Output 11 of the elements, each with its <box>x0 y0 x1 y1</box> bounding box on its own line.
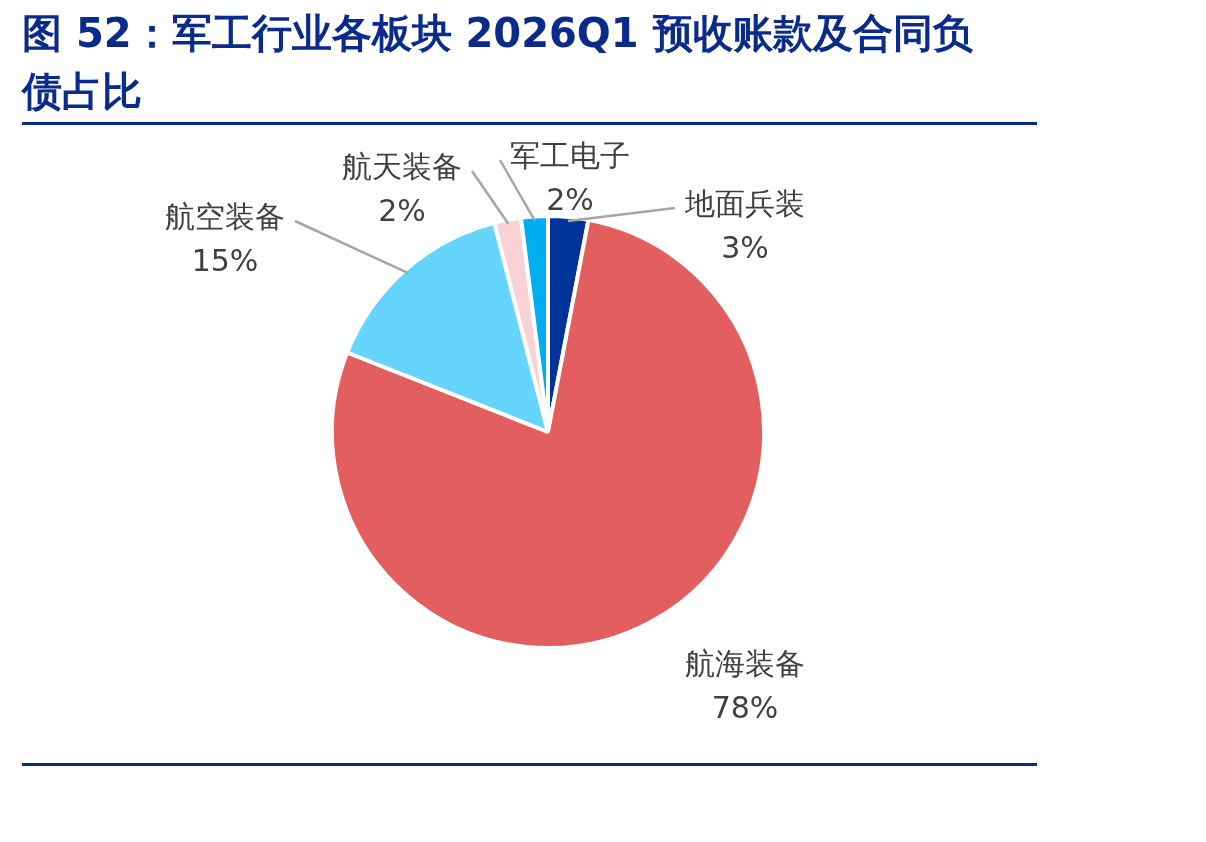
slice-label: 地面兵装 <box>684 185 805 221</box>
data-label: 3% <box>721 229 769 265</box>
chart-title: 图 52：军工行业各板块 2026Q1 预收账款及合同负债占比 <box>22 9 974 116</box>
data-label: 2% <box>378 192 426 228</box>
slice-label: 航海装备 <box>685 645 805 681</box>
data-label: 15% <box>191 242 259 278</box>
data-label: 78% <box>711 689 779 725</box>
slice-label: 航天装备 <box>342 148 462 184</box>
slice-label: 军工电子 <box>510 137 630 173</box>
slice-label: 航空装备 <box>165 198 285 234</box>
data-label: 2% <box>546 181 594 217</box>
